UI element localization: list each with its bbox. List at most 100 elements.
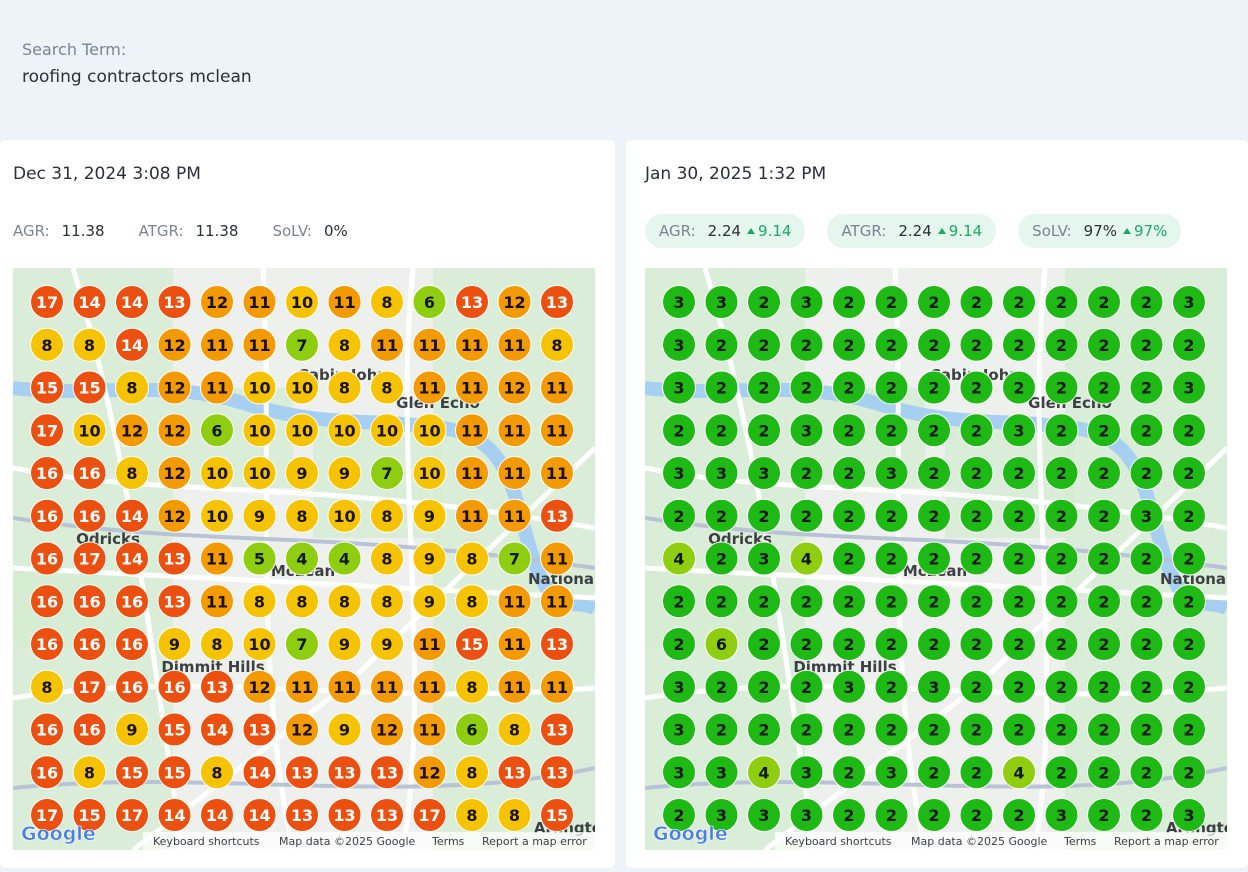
rank-value: 2	[716, 678, 727, 697]
rank-value: 2	[843, 550, 854, 569]
rank-value: 8	[211, 635, 222, 654]
rank-value: 2	[886, 806, 897, 825]
metric-label: AGR:	[659, 222, 696, 240]
rank-value: 2	[758, 721, 769, 740]
rank-value: 2	[843, 592, 854, 611]
rank-value: 3	[673, 464, 684, 483]
rank-value: 6	[424, 293, 435, 312]
rank-marker	[200, 456, 234, 490]
rank-marker	[115, 584, 149, 619]
rank-value: 2	[1056, 421, 1067, 440]
rank-marker	[242, 712, 277, 747]
rank-value: 14	[121, 507, 143, 526]
up-arrow	[937, 228, 946, 234]
rank-value: 2	[843, 293, 854, 312]
rank-value: 3	[886, 464, 897, 483]
rank-marker	[242, 370, 277, 405]
rank-marker	[1087, 712, 1121, 747]
rank-marker	[285, 584, 319, 619]
rank-value: 2	[928, 379, 939, 398]
rank-marker	[747, 712, 781, 747]
rank-value: 13	[163, 592, 185, 611]
rank-marker	[959, 584, 994, 619]
rank-value: 2	[971, 721, 982, 740]
rank-marker	[1044, 669, 1079, 704]
rank-marker	[874, 370, 909, 405]
rank-marker	[662, 712, 696, 747]
metric-value: 11.38	[195, 222, 239, 240]
rank-marker	[327, 584, 362, 619]
rank-value: 2	[928, 464, 939, 483]
rank-value: 11	[546, 379, 568, 398]
rank-value: 2	[801, 721, 812, 740]
rank-value: 12	[163, 379, 185, 398]
rank-value: 9	[339, 721, 350, 740]
rank-marker	[200, 755, 234, 790]
rank-value: 11	[418, 635, 440, 654]
rank-marker	[1129, 584, 1164, 619]
rank-marker	[412, 456, 447, 490]
rank-value: 11	[248, 336, 270, 355]
rank-value: 8	[466, 763, 477, 782]
rank-marker	[704, 798, 739, 832]
rank-value: 2	[928, 592, 939, 611]
rank-value: 9	[296, 464, 307, 483]
rank-marker	[662, 755, 696, 790]
rank-marker	[917, 370, 951, 405]
rank-value: 16	[121, 635, 143, 654]
rank-marker	[1044, 327, 1079, 362]
rank-value: 3	[843, 678, 854, 697]
rank-value: 2	[1183, 507, 1194, 526]
rank-marker	[1129, 327, 1164, 362]
rank-value: 12	[206, 293, 228, 312]
rank-marker	[1129, 669, 1164, 704]
rank-marker	[832, 413, 866, 448]
rank-value: 8	[381, 550, 392, 569]
rank-value: 2	[758, 592, 769, 611]
rank-marker	[1172, 285, 1206, 319]
rank-marker	[874, 627, 909, 661]
rank-marker	[327, 669, 362, 704]
rank-value: 8	[339, 379, 350, 398]
rank-value: 3	[673, 379, 684, 398]
rank-marker	[327, 413, 362, 448]
rank-marker	[789, 584, 824, 619]
rank-marker	[242, 584, 277, 619]
rank-marker	[200, 498, 234, 533]
rank-marker	[115, 798, 149, 832]
rank-marker	[370, 413, 404, 448]
rank-marker	[1002, 584, 1036, 619]
rank-marker	[30, 285, 64, 319]
rank-value: 10	[248, 379, 270, 398]
rank-marker	[1087, 285, 1121, 319]
metric: ATGR: 2.24 9.14	[827, 214, 997, 248]
rank-marker	[157, 456, 192, 490]
rank-value: 17	[36, 806, 58, 825]
rank-value: 3	[1183, 293, 1194, 312]
rank-value: 15	[546, 806, 568, 825]
rank-marker	[497, 413, 532, 448]
rank-marker	[242, 541, 277, 576]
rank-marker	[1002, 712, 1036, 747]
rank-marker	[1002, 370, 1036, 405]
rank-marker	[1044, 627, 1079, 661]
rank-value: 2	[843, 507, 854, 526]
metric-value: 97%	[1083, 222, 1118, 240]
rank-marker	[497, 456, 532, 490]
date: Jan 30, 2025 1:32 PM	[645, 164, 827, 184]
rank-value: 9	[424, 592, 435, 611]
rank-value: 16	[36, 763, 58, 782]
rank-marker	[832, 541, 866, 576]
metrics: AGR: 2.24 9.14 ATGR: 2.24 9.14 SoLV: 97% 97%	[645, 214, 1203, 248]
rank-value: 2	[673, 507, 684, 526]
rank-marker	[1087, 541, 1121, 576]
rank-marker	[1172, 712, 1206, 747]
rank-value: 11	[206, 379, 228, 398]
rank-value: 11	[418, 678, 440, 697]
change-value: 97%	[1134, 222, 1168, 240]
rank-value: 3	[673, 678, 684, 697]
rank-value: 17	[36, 293, 58, 312]
rank-value: 9	[169, 635, 180, 654]
rank-marker	[959, 541, 994, 576]
